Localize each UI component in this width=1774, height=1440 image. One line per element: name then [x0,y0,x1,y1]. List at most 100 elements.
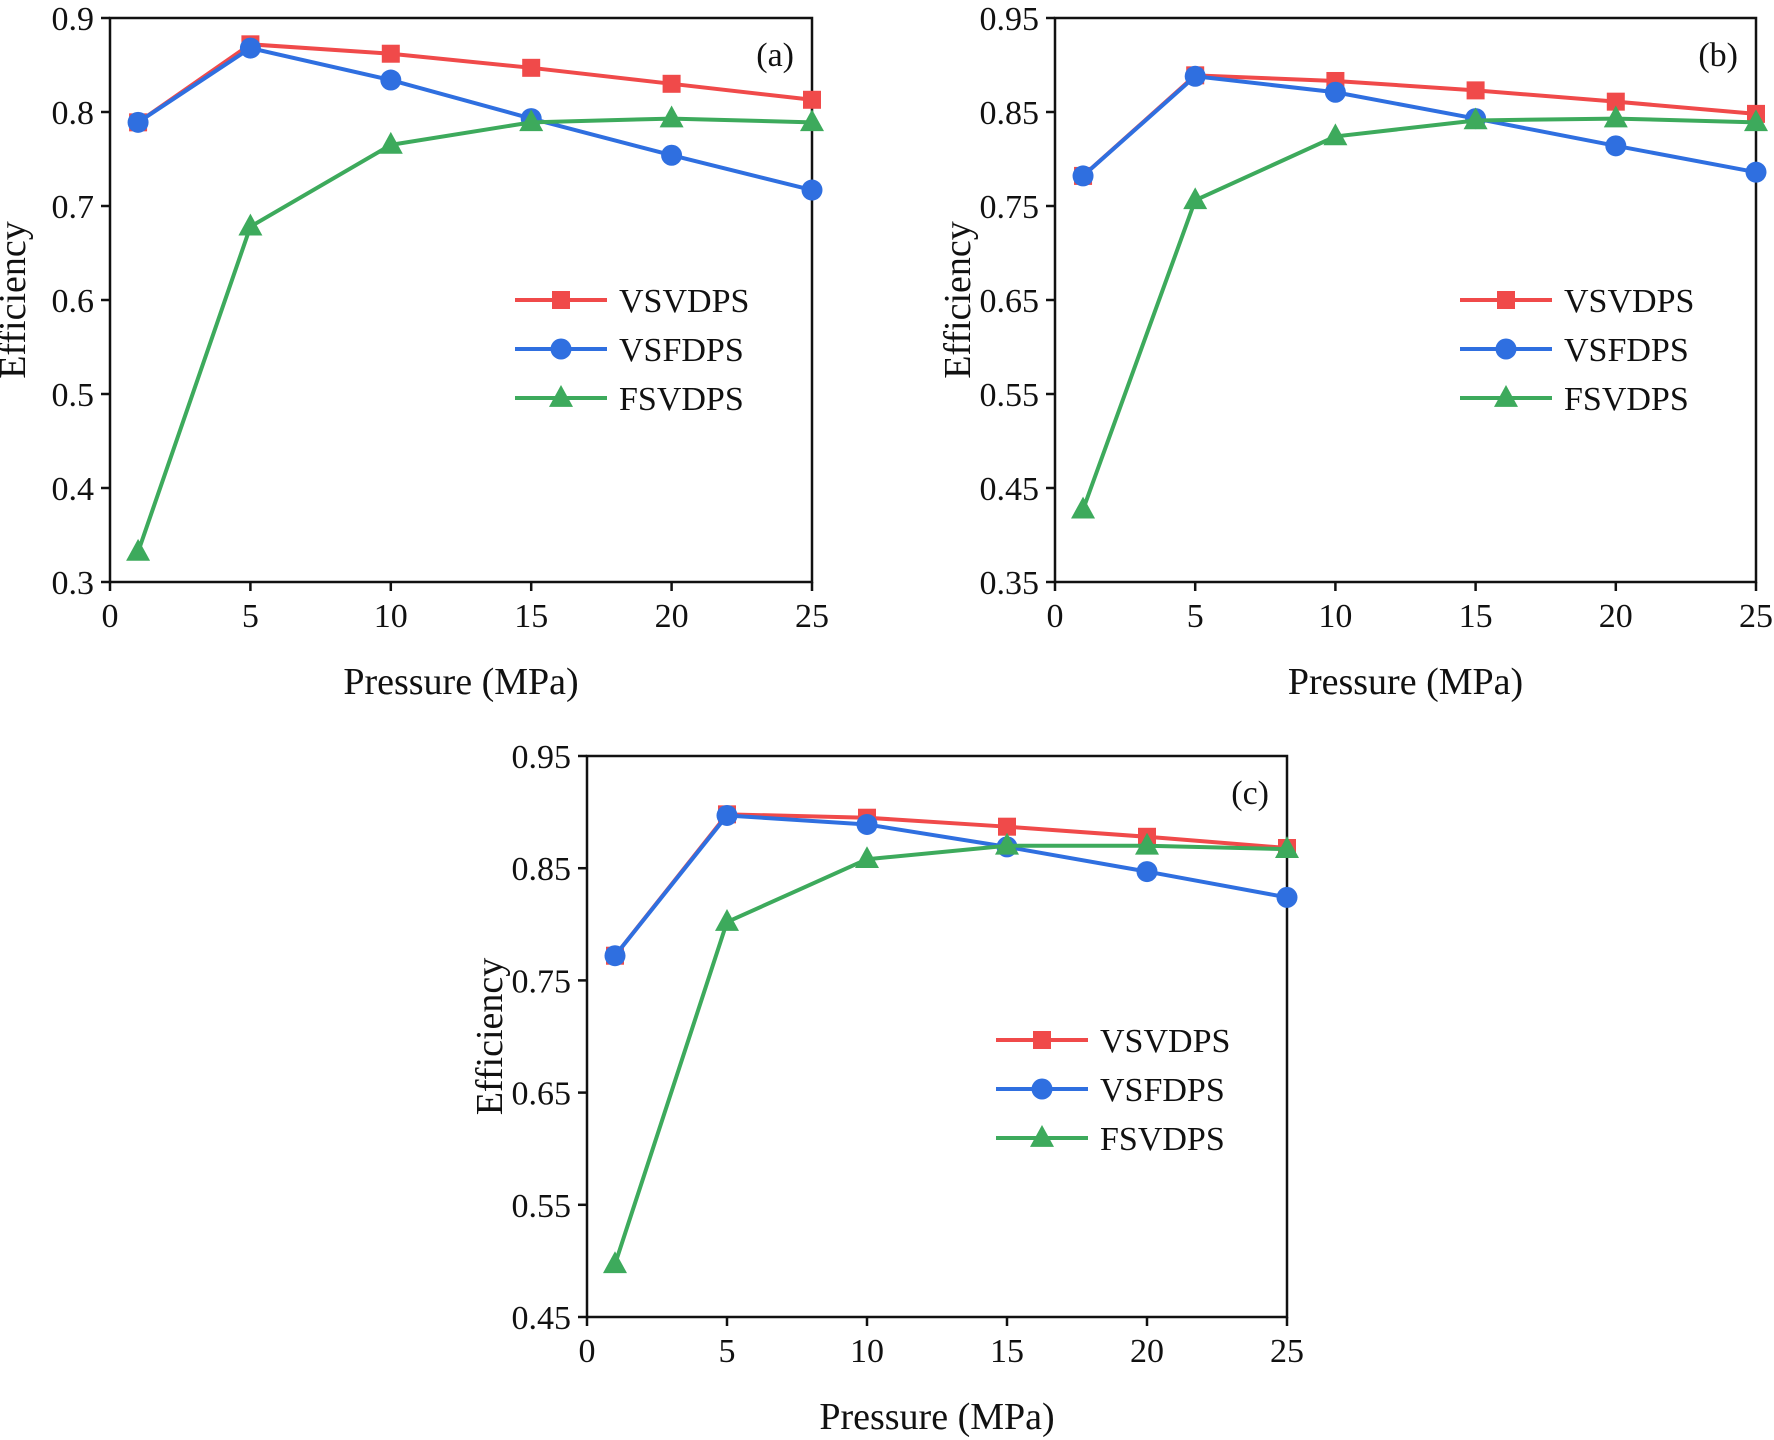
panel-b-legend-item-vsfdps-marker [1495,338,1517,360]
panel-b-legend-item-vsvdps-label: VSVDPS [1564,283,1694,320]
panel-c-series-fsvdps [603,832,1299,1274]
panel-c-legend-item-fsvdps-marker [1030,1124,1054,1147]
panel-a-series-vsfdps-point [661,144,683,166]
panel-b: 0 5 10 15 20 25 0.35 0.45 0.55 0.65 0.75 0.85 0.95 Pr… [937,1,1773,703]
panel-c-series-fsvdps-point [855,846,879,869]
panel-a-series-vsfdps-point [127,111,149,133]
panel-c-series-fsvdps-line [613,843,1288,1265]
panel-b-legend-item-vsfdps: VSFDPS [1460,332,1689,369]
panel-c-x-axis-title: Pressure (MPa) [819,1396,1054,1438]
panel-a-legend-item-vsfdps: VSFDPS [515,332,744,369]
panel-c-legend-item-vsfdps-marker [1031,1078,1053,1100]
panel-a-xtick-label: 0 [102,598,119,635]
panel-c-xtick-label: 10 [850,1333,884,1370]
panel-a-ytick-label: 0.8 [52,95,95,132]
panel-c: 0 5 10 15 20 25 0.45 0.55 0.65 0.75 0.85 0.95 Pressu… [469,739,1304,1438]
panel-a-legend-item-vsfdps-marker [550,338,572,360]
panel-b-legend-item-vsfdps-label: VSFDPS [1564,332,1689,369]
panel-a-legend-item-vsvdps-label: VSVDPS [619,283,749,320]
panel-b-xtick-label: 0 [1047,598,1064,635]
panel-a-series-vsfdps-point [801,179,823,201]
panel-c-series-vsfdps [604,804,1298,967]
panel-a-series-fsvdps-line [136,116,813,553]
panel-b-xtick-label: 5 [1187,598,1204,635]
panel-b-legend-item-fsvdps-label: FSVDPS [1564,381,1689,418]
panel-c-series-vsvdps-point [998,817,1016,836]
panel-b-series-fsvdps-point [1071,496,1096,519]
panel-c-ytick-label: 0.75 [512,963,572,1000]
panel-b-ytick-label: 0.35 [980,565,1040,602]
panel-b-ytick-label: 0.95 [980,1,1040,38]
panel-b-legend-item-vsvdps-marker [1497,291,1515,309]
panel-a-xtick-label: 10 [374,598,408,635]
panel-c-legend-item-fsvdps-label: FSVDPS [1100,1121,1225,1158]
panel-c-series-vsfdps-point [604,945,626,967]
panel-a-series-vsvdps-point [662,74,681,93]
panel-c-xtick-label: 15 [990,1333,1024,1370]
panel-a-legend-item-fsvdps: FSVDPS [515,381,744,418]
panel-b-series-vsvdps-point [1606,92,1625,111]
panel-a-ytick-label: 0.5 [52,377,95,414]
panel-a-xtick-label: 5 [242,598,259,635]
panel-b-ytick-label: 0.45 [980,471,1040,508]
panel-c-legend-item-fsvdps: FSVDPS [996,1121,1225,1158]
panel-c-frame [585,754,1289,1319]
panel-b-xtick-label: 25 [1739,598,1773,635]
panel-c-series-fsvdps-point [995,832,1019,855]
panel-b-series-fsvdps-point [1323,123,1348,146]
panel-a-series-fsvdps-point [800,109,824,132]
panel-b-legend-item-fsvdps: FSVDPS [1460,381,1689,418]
panel-a-series-fsvdps-point [378,131,403,154]
panel-a-legend-item-fsvdps-label: FSVDPS [619,381,744,418]
panel-a-series-fsvdps [126,105,824,561]
panel-c-xtick-label: 0 [579,1333,596,1370]
panel-b-ytick-label: 0.55 [980,377,1040,414]
panel-a-series-fsvdps-point [519,109,544,132]
panel-c-xtick-label: 5 [719,1333,736,1370]
panel-a-x-axis-title: Pressure (MPa) [343,661,578,703]
panel-c-ytick-label: 0.45 [512,1300,572,1337]
panel-c-legend-item-vsvdps: VSVDPS [996,1023,1230,1060]
panel-b-series-vsfdps-point [1324,81,1346,103]
panel-b-label: (b) [1698,37,1738,74]
panel-b-ytick-label: 0.85 [980,95,1040,132]
panel-b-legend-item-fsvdps-marker [1494,384,1518,407]
panel-c-series-vsvdps [606,805,1296,965]
panel-a-legend-item-fsvdps-marker [549,384,573,407]
panel-a-ytick-label: 0.3 [52,565,95,602]
panel-a: 0 5 10 15 20 25 0.3 0.4 0.5 0.6 0.7 0.8 0.9 Pressure … [0,1,829,703]
panel-b-legend-item-vsvdps: VSVDPS [1460,283,1694,320]
panel-c-legend-item-vsvdps-label: VSVDPS [1100,1023,1230,1060]
panel-a-ytick-label: 0.7 [52,189,95,226]
panel-b-series-vsvdps-point [1466,81,1485,100]
panel-b-series-vsfdps-point [1072,165,1094,187]
panel-a-series-vsvdps [129,35,821,132]
panel-a-series-fsvdps-point [126,538,151,561]
panel-c-xtick-label: 25 [1270,1333,1304,1370]
panel-a-legend-item-vsvdps: VSVDPS [515,283,749,320]
panel-a-legend: VSVDPS VSFDPS FSVDPS [515,283,749,418]
panel-b-series-fsvdps-line [1081,116,1757,511]
panel-a-xtick-label: 20 [655,598,689,635]
panel-c-legend: VSVDPS VSFDPS FSVDPS [996,1023,1230,1158]
panel-b-series-vsfdps-point [1184,65,1206,87]
panel-b-series-vsfdps-point [1745,161,1767,183]
panel-b-ytick-label: 0.65 [980,283,1040,320]
panel-b-y-axis-title: Efficiency [937,221,979,379]
panel-a-ytick-label: 0.4 [52,471,95,508]
panel-c-ytick-label: 0.65 [512,1076,572,1113]
panel-b-xtick-label: 15 [1459,598,1493,635]
panel-b-series-fsvdps [1071,105,1768,519]
panel-b-series-vsfdps-point [1605,135,1627,157]
panel-c-ytick-label: 0.95 [512,739,572,776]
panel-b-x-axis-title: Pressure (MPa) [1288,661,1523,703]
panel-c-series-fsvdps-point [1275,836,1299,858]
panel-c-series-fsvdps-point [603,1251,627,1274]
panel-c-series-vsfdps-point [716,804,738,826]
panel-a-series-fsvdps-point [238,213,263,236]
panel-a-label: (a) [756,37,794,74]
panel-c-series-vsfdps-point [1276,886,1298,908]
panel-a-series-vsvdps-line [136,42,813,124]
panel-c-label: (c) [1231,775,1269,812]
